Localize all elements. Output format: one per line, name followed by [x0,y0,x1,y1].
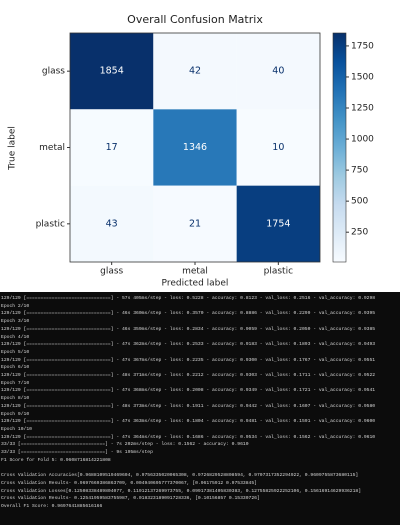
cell-label: 10 [272,142,284,153]
y-tick-label: plastic [36,219,65,229]
console-line: 129/129 [==============================]… [1,311,376,317]
cell-label: 1754 [266,218,290,229]
cell [153,33,237,110]
cell-label: 1346 [183,142,207,153]
console-line: Cross Validation Results- 0.969766938686… [1,480,257,486]
console-line: 129/129 [==============================]… [1,326,376,332]
y-tick-label: glass [42,67,65,77]
cell-label: 17 [106,142,118,153]
cell [236,185,320,262]
x-axis-label: Predicted label [162,279,229,289]
cell [153,109,237,186]
cell [70,109,154,186]
console-line: Epoch 7/10 [1,380,30,386]
console-line: Epoch 8/10 [1,396,30,402]
console-line: 129/129 [==============================]… [1,403,376,409]
colorbar-tick-label: 1000 [351,135,374,145]
console-line: Epoch 2/10 [1,303,30,309]
colorbar-tick-label: 1250 [351,104,374,114]
console-line: 129/129 [==============================]… [1,419,376,425]
console-line: Epoch 10/10 [1,426,32,432]
cell-label: 40 [272,66,284,77]
cell-label: 21 [189,218,201,229]
console-line: Epoch 9/10 [1,411,30,417]
console-line: Cross Validation Accuracies[0.9688109519… [1,473,359,479]
console-line: 129/129 [==============================]… [1,388,376,394]
console-line: 129/129 [==============================]… [1,434,376,440]
console-line: 129/129 [==============================]… [1,357,376,363]
cell-label: 1854 [100,66,124,77]
chart-title: Overall Confusion Matrix [127,13,263,26]
console-line: Epoch 5/10 [1,349,30,355]
colorbar-tick-label: 500 [351,197,368,207]
x-tick-label: glass [100,267,123,277]
cell [236,109,320,186]
cell [153,185,237,262]
console-line: Epoch 3/10 [1,319,30,325]
console-line: 33/33 [==============================] -… [1,442,249,448]
cell [70,33,154,110]
cell [70,185,154,262]
chart: Overall Confusion Matrix Predicted label… [8,13,375,289]
console: 129/129 [==============================]… [0,292,400,525]
console-line: 129/129 [==============================]… [1,296,376,301]
console-line: 129/129 [==============================]… [1,373,376,379]
cell-label: 42 [189,66,201,77]
colorbar-tick-label: 250 [351,228,368,238]
x-tick-label: metal [182,267,208,277]
console-line: F1 Score for Fold 5: 0.9608716814221808 [1,457,111,463]
colorbar-tick-label: 1500 [351,72,374,82]
cell-label: 43 [106,218,118,229]
colorbar-tick-label: 1750 [351,41,374,51]
cell [236,33,320,110]
console-line: Cross Validation Results- 0.125419595837… [1,496,260,502]
console-line: Epoch 6/10 [1,365,30,371]
y-axis-label: True label [8,126,18,171]
colorbar-tick-label: 750 [351,166,368,176]
colorbar [332,32,347,263]
y-tick-label: metal [39,143,65,153]
console-line: 129/129 [==============================]… [1,342,376,348]
x-tick-label: plastic [264,267,293,277]
console-line: 33/33 [==============================] -… [1,450,153,456]
console-line: Epoch 4/10 [1,334,30,340]
console-line: Overall F1 Score: 0.9697641885616166 [1,503,103,509]
console-line: Cross Validation Losses[0.12508338489804… [1,488,362,494]
